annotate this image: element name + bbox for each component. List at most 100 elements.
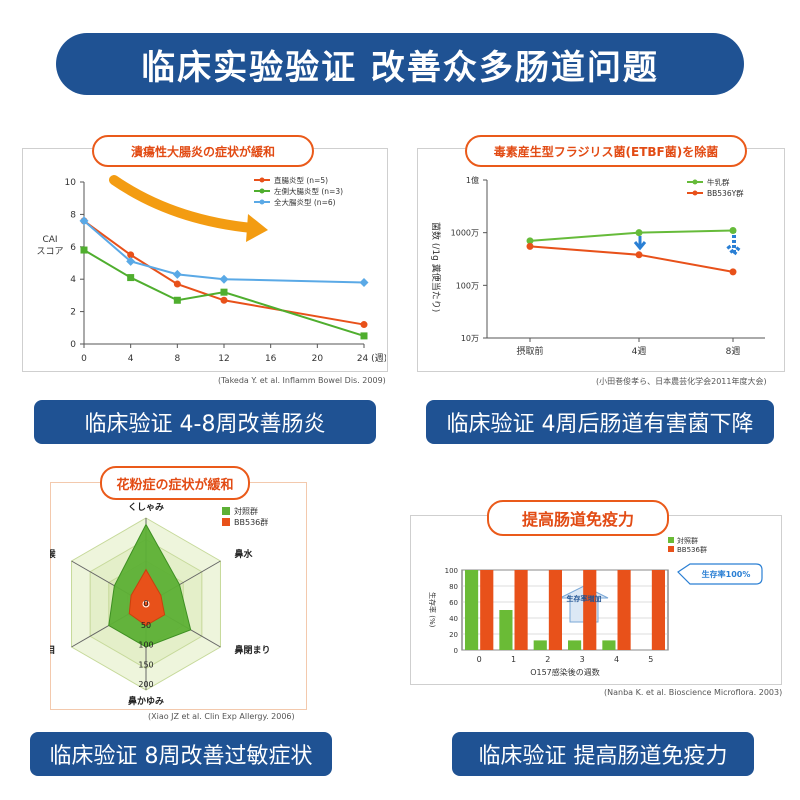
legend-label: 対照群 (677, 536, 698, 545)
legend-marker (692, 190, 698, 196)
legend-swatch (668, 546, 674, 552)
x-tick-label: 24 (週) (357, 353, 386, 364)
bar (617, 570, 631, 650)
data-point (360, 321, 368, 329)
y-tick-label: 1000万 (451, 229, 479, 238)
immunity-chart-title: 提高肠道免疫力 (487, 500, 669, 536)
legend-marker (259, 199, 265, 205)
data-point (80, 246, 88, 254)
x-tick-label: 16 (265, 354, 277, 364)
radar-ring-label: 200 (138, 680, 153, 689)
y-tick-label: 2 (70, 308, 76, 318)
y-tick-label: 100 (445, 567, 458, 575)
cai-chart-panel (22, 148, 388, 372)
data-point (219, 274, 229, 284)
y-tick-label: 0 (70, 340, 76, 350)
legend-label: BB536群 (677, 545, 707, 554)
cai-line-chart: 0 2 4 6 8 10 0 4 8 12 16 20 24 (週) CAI スコア 直腸炎型 (n=5)左側… (36, 175, 386, 364)
bar (548, 570, 562, 650)
data-point (173, 296, 181, 304)
immunity-citation: (Nanba K. et al. Bioscience Microflora. … (604, 688, 783, 697)
x-tick-label: 2 (545, 655, 550, 664)
y-tick-label: 8 (70, 210, 76, 220)
legend-label: 全大腸炎型 (n=6) (274, 197, 336, 207)
radar-ring-label: 150 (138, 660, 153, 669)
radar-ring-label: 0 (143, 599, 148, 608)
legend-swatch (668, 537, 674, 543)
radar-ring-label: 100 (138, 641, 153, 650)
trend-arrow-head (246, 214, 268, 242)
x-tick-label: 12 (218, 354, 229, 364)
bar (514, 570, 528, 650)
x-axis-label: O157感染後の週数 (530, 667, 600, 677)
survival-callout (677, 563, 763, 585)
y-tick-label: 40 (449, 615, 458, 623)
x-tick-label: 4 (614, 655, 619, 664)
trend-arrow (109, 175, 257, 233)
radar-axis-label: 鼻かゆみ (128, 695, 164, 706)
y-axis-label: CAI (42, 235, 57, 245)
bar (465, 570, 479, 650)
legend-label: BB536Y群 (707, 188, 744, 198)
legend-swatch (222, 507, 230, 515)
y-tick-label: 80 (449, 583, 458, 591)
bar (533, 640, 547, 650)
bar (499, 610, 513, 650)
cai-caption: 临床验证 4-8周改善肠炎 (34, 400, 376, 444)
y-axis-label: 菌数 (/1g 糞便当たり) (430, 222, 442, 312)
x-tick-label: 20 (312, 354, 324, 364)
legend-label: BB536群 (234, 517, 268, 527)
legend-label: 左側大腸炎型 (n=3) (274, 186, 343, 196)
data-point (526, 242, 534, 250)
y-axis-label: 生存率 (%) (428, 592, 437, 628)
data-point (172, 269, 182, 279)
x-tick-label: 5 (648, 655, 653, 664)
legend-label: 対照群 (234, 506, 258, 516)
radar-series-area (128, 568, 166, 627)
bar (568, 640, 582, 650)
data-point (360, 332, 368, 340)
data-point (729, 268, 737, 276)
immunity-bar-chart: 0 20 40 60 80 100 0 1 2 3 4 5 生存率増加 O157感染後の週数 生存率 (%)… (428, 536, 763, 677)
series-line (529, 229, 734, 242)
radar-axis-label: 鼻閉まり (234, 644, 270, 656)
x-tick-label: 0 (477, 655, 482, 664)
data-point (127, 251, 135, 259)
y-tick-label: 20 (449, 631, 458, 639)
allergy-chart-title: 花粉症の症状が緩和 (100, 466, 250, 500)
legend-swatch (222, 518, 230, 526)
data-point (635, 251, 643, 259)
x-tick-label: 4 (128, 354, 134, 364)
y-axis-label: スコア (36, 247, 63, 257)
legend-marker (259, 188, 265, 194)
annotation-survival-100: 生存率100% (702, 569, 751, 579)
etbf-chart-title: 毒素産生型フラジリス菌(ETBF菌)を除菌 (465, 135, 747, 167)
bar (480, 570, 494, 650)
cai-chart-title: 潰瘍性大腸炎の症状が緩和 (92, 135, 314, 167)
bar (602, 640, 616, 650)
etbf-caption: 临床验证 4周后肠道有害菌下降 (426, 400, 774, 444)
radar-axis-label: 喉 (50, 548, 57, 560)
y-tick-label: 10 (65, 178, 77, 188)
data-point (126, 256, 136, 266)
x-tick-label: 摂取前 (516, 345, 543, 357)
legend-label: 直腸炎型 (n=5) (274, 175, 328, 185)
series-line (83, 220, 365, 326)
cai-citation: (Takeda Y. et al. Inflamm Bowel Dis. 200… (218, 376, 386, 385)
data-point (729, 226, 737, 234)
y-tick-label: 10万 (461, 334, 479, 343)
data-point (173, 280, 181, 288)
y-tick-label: 4 (70, 275, 76, 285)
x-tick-label: 8週 (726, 346, 741, 357)
radar-center (142, 600, 150, 608)
radar-axis-label: くしゃみ (128, 502, 164, 513)
radar-axis-label: 鼻水 (234, 548, 253, 560)
bar (583, 570, 597, 650)
y-tick-label: 1億 (466, 175, 479, 185)
x-tick-label: 3 (580, 655, 585, 664)
data-point (127, 274, 135, 282)
decrease-arrow (633, 236, 647, 251)
plot-frame (461, 569, 669, 651)
immunity-caption: 临床验证 提高肠道免疫力 (452, 732, 754, 776)
